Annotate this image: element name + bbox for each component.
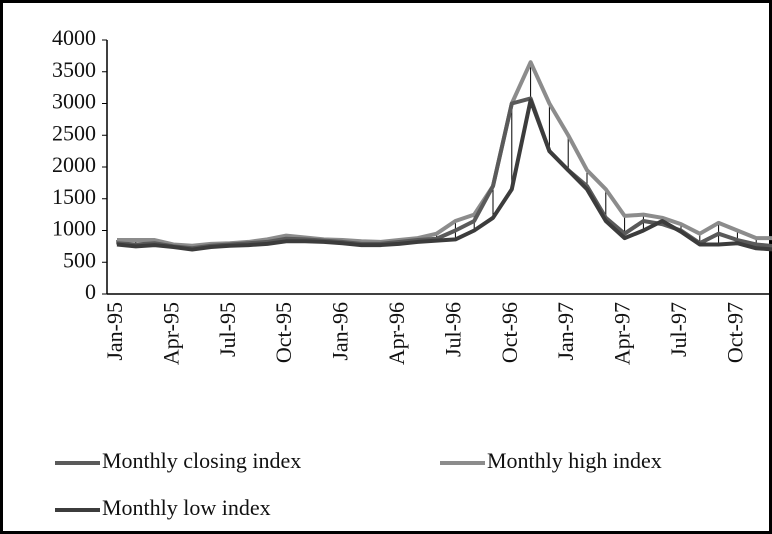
x-tick-label: Jan-96 (328, 302, 353, 361)
x-tick-label: Oct-97 (722, 302, 747, 363)
x-tick-label: Jul-95 (215, 302, 240, 357)
y-tick-label: 1000 (52, 216, 96, 241)
x-tick-label: Apr-97 (610, 302, 635, 365)
y-tick-label: 3000 (52, 89, 96, 114)
x-tick-label: Apr-96 (384, 302, 409, 365)
x-tick-label: Oct-96 (497, 302, 522, 363)
legend-label: Monthly closing index (102, 448, 301, 473)
y-tick-label: 2000 (52, 152, 96, 177)
x-tick-label: Apr-95 (158, 302, 183, 365)
legend-label: Monthly low index (102, 495, 271, 520)
y-tick-label: 1500 (52, 184, 96, 209)
series-line (116, 98, 772, 252)
legend-label: Monthly high index (487, 448, 662, 473)
x-tick-label: Jan-97 (553, 302, 578, 361)
x-tick-label: Jan-95 (102, 302, 127, 361)
x-tick-label: Jul-97 (666, 302, 691, 357)
y-tick-label: 2500 (52, 120, 96, 145)
y-tick-label: 4000 (52, 25, 96, 50)
y-tick-label: 500 (63, 247, 96, 272)
x-tick-label: Jul-96 (440, 302, 465, 357)
y-tick-label: 3500 (52, 57, 96, 82)
x-tick-label: Oct-95 (271, 302, 296, 363)
y-tick-label: 0 (85, 279, 96, 304)
